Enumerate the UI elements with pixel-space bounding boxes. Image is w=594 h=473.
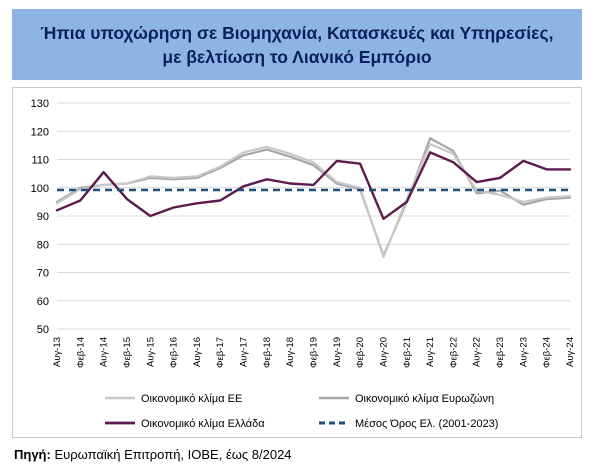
y-tick-label: 70 bbox=[37, 268, 49, 280]
x-tick-label: Φεβ-23 bbox=[495, 337, 506, 368]
legend-label: Μέσος Όρος Ελ. (2001-2023) bbox=[355, 418, 498, 430]
x-tick-label: Φεβ-18 bbox=[262, 337, 273, 368]
x-axis-ticks: Αυγ-13 Φεβ-14 Αυγ-14 Φεβ-15 Αυγ-15 Φεβ-16 Αυγ-… bbox=[52, 337, 576, 368]
x-tick-label: Φεβ-20 bbox=[355, 337, 366, 368]
x-tick-label: Φεβ-16 bbox=[169, 337, 180, 368]
source-note: Πηγή: Ευρωπαϊκή Επιτροπή, ΙΟΒΕ, έως 8/20… bbox=[14, 447, 292, 462]
x-tick-label: Αυγ-18 bbox=[285, 337, 296, 367]
x-tick-label: Φεβ-17 bbox=[215, 337, 226, 368]
grid-lines bbox=[57, 102, 570, 330]
y-tick-label: 100 bbox=[31, 183, 49, 195]
x-tick-label: Αυγ-24 bbox=[565, 337, 576, 367]
x-tick-label: Φεβ-19 bbox=[309, 337, 320, 368]
y-axis-ticks: 50 60 70 80 90 100 110 120 130 bbox=[31, 98, 49, 336]
x-tick-label: Φεβ-14 bbox=[75, 337, 86, 368]
y-tick-label: 130 bbox=[31, 98, 49, 110]
legend: Οικονομικό κλίμα ΕΕ Οικονομικό κλίμα Ευρω… bbox=[105, 393, 498, 430]
source-text: Ευρωπαϊκή Επιτροπή, ΙΟΒΕ, έως 8/2024 bbox=[50, 447, 292, 462]
series-lines bbox=[55, 137, 572, 259]
chart-title-line2: με βελτίωση το Λιανικό Εμπόριο bbox=[162, 46, 432, 67]
legend-label: Οικονομικό κλίμα Ευρωζώνη bbox=[355, 393, 494, 405]
x-tick-label: Αυγ-21 bbox=[425, 337, 436, 367]
x-tick-label: Φεβ-21 bbox=[402, 337, 413, 368]
x-tick-label: Φεβ-15 bbox=[122, 337, 133, 368]
chart-title-box: Ήπια υποχώρηση σε Βιομηχανία, Κατασκευές… bbox=[12, 9, 582, 80]
x-tick-label: Αυγ-17 bbox=[239, 337, 250, 367]
legend-label: Οικονομικό κλίμα ΕΕ bbox=[141, 393, 242, 405]
source-label: Πηγή: bbox=[14, 447, 51, 462]
x-tick-label: Αυγ-19 bbox=[332, 337, 343, 367]
y-tick-label: 110 bbox=[31, 155, 49, 167]
series-line bbox=[55, 142, 572, 259]
y-tick-label: 60 bbox=[37, 296, 49, 308]
y-tick-label: 90 bbox=[37, 211, 49, 223]
x-tick-label: Αυγ-20 bbox=[378, 337, 389, 367]
series-line bbox=[55, 137, 572, 257]
x-tick-label: Φεβ-24 bbox=[542, 337, 553, 368]
y-tick-label: 50 bbox=[37, 324, 49, 336]
x-tick-label: Αυγ-23 bbox=[518, 337, 529, 367]
x-tick-label: Αυγ-14 bbox=[99, 337, 110, 367]
series-line bbox=[55, 151, 572, 221]
x-tick-label: Αυγ-13 bbox=[52, 337, 63, 367]
y-tick-label: 80 bbox=[37, 239, 49, 251]
y-tick-label: 120 bbox=[31, 126, 49, 138]
x-tick-label: Φεβ-22 bbox=[448, 337, 459, 368]
x-tick-label: Αυγ-22 bbox=[472, 337, 483, 367]
legend-label: Οικονομικό κλίμα Ελλάδα bbox=[141, 418, 265, 430]
x-tick-label: Αυγ-16 bbox=[192, 337, 203, 367]
x-tick-label: Αυγ-15 bbox=[145, 337, 156, 367]
chart-area: 50 60 70 80 90 100 110 120 130 Αυγ-13 Φεβ-14 Αυγ-1… bbox=[12, 87, 582, 438]
chart-title-line1: Ήπια υποχώρηση σε Βιομηχανία, Κατασκευές… bbox=[40, 22, 554, 43]
